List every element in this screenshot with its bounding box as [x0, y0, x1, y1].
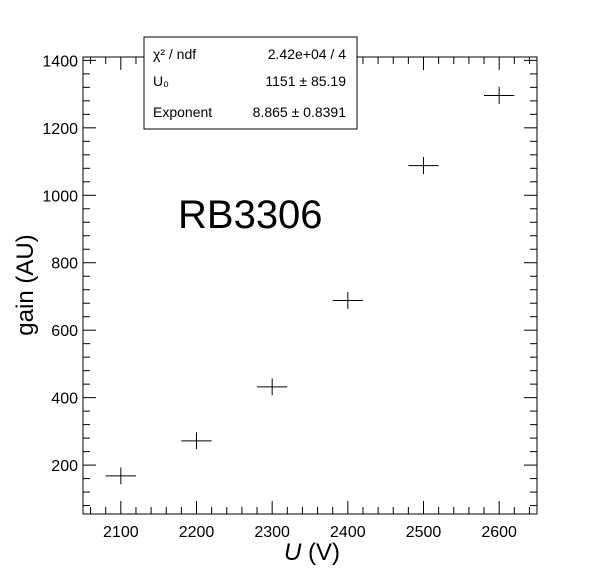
y-tick-label: 1200 [42, 121, 78, 138]
y-tick-label: 1400 [42, 53, 78, 70]
x-tick-label: 2400 [330, 524, 366, 541]
annotation-label: RB3306 [178, 193, 323, 237]
data-point [257, 378, 288, 396]
y-tick-label: 800 [51, 256, 78, 273]
data-point [181, 432, 212, 450]
stats-box-border [143, 36, 358, 130]
data-point [484, 87, 515, 104]
stats-row-name-2: Exponent [153, 104, 212, 120]
x-axis-unit: (V) [301, 539, 340, 566]
x-axis-variable: U [284, 539, 302, 566]
stats-row-value-1: 1151 ± 85.19 [265, 73, 346, 89]
stats-row-value-0: 2.42e+04 / 4 [268, 46, 346, 62]
data-point [105, 467, 136, 485]
y-tick-label: 400 [51, 391, 78, 408]
x-tick-label: 2300 [254, 524, 290, 541]
x-axis-title: U (V) [284, 539, 340, 566]
stats-row-name-1: U₀ [153, 73, 169, 89]
data-point [332, 292, 363, 309]
x-tick-label: 2200 [179, 524, 215, 541]
x-tick-label: 2100 [103, 524, 139, 541]
stats-box: χ² / ndf 2.42e+04 / 4 U₀ 1151 ± 85.19 Ex… [143, 36, 358, 130]
x-tick-label: 2500 [406, 524, 442, 541]
stats-row-name-0: χ² / ndf [153, 46, 196, 62]
y-tick-label: 200 [51, 458, 78, 475]
y-axis-title: gain (AU) [12, 234, 39, 335]
y-tick-label: 1000 [42, 188, 78, 205]
y-tick-label: 600 [51, 323, 78, 340]
data-point [408, 157, 439, 175]
x-tick-label: 2600 [481, 524, 517, 541]
stats-row-value-2: 8.865 ± 0.8391 [253, 104, 347, 120]
